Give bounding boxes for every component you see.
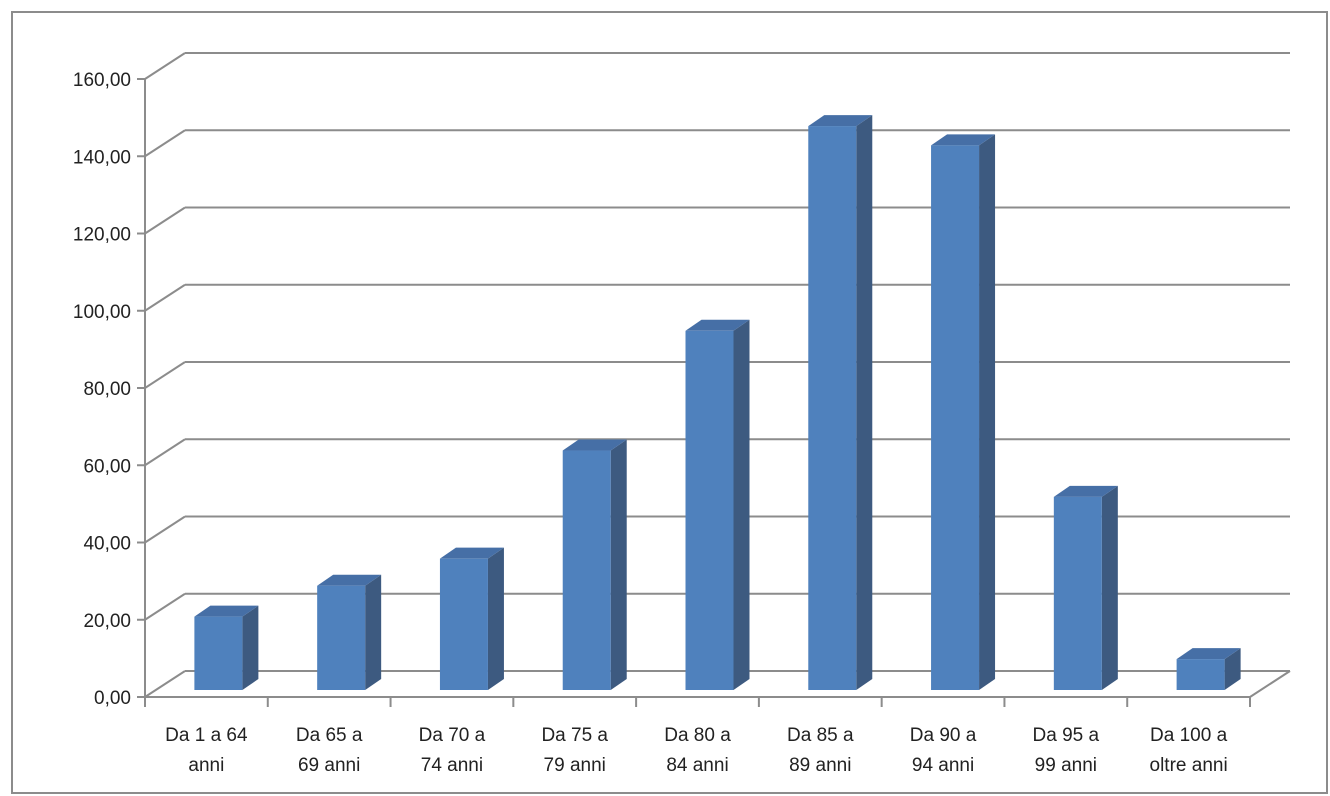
bar-front	[194, 616, 243, 690]
bar-side	[1101, 485, 1118, 690]
bar-front	[562, 450, 611, 690]
bar-top	[317, 574, 382, 586]
gridline-diagonal	[144, 129, 186, 158]
bar-front	[931, 145, 980, 690]
bar	[194, 605, 259, 690]
bar-top	[808, 115, 873, 127]
y-tick-label: 100,00	[73, 302, 131, 323]
y-tick-label: 20,00	[83, 611, 131, 632]
bar-side	[1224, 648, 1241, 690]
bar-front	[685, 330, 734, 690]
bar-top	[562, 439, 627, 451]
bar	[439, 547, 504, 690]
bar-front	[1053, 496, 1102, 690]
gridline-diagonal	[144, 52, 186, 80]
bar	[562, 439, 627, 690]
bars	[194, 115, 1241, 690]
x-tick-label: Da 85 a 89 anni	[787, 725, 854, 776]
bar-front	[439, 558, 488, 690]
bar-front	[317, 585, 366, 690]
bar-side	[856, 115, 873, 690]
x-tick-label: Da 100 a oltre anni	[1150, 725, 1228, 776]
gridline-diagonal	[144, 438, 186, 467]
bar-side	[979, 134, 996, 690]
bar-front	[1176, 659, 1225, 690]
gridline-diagonal	[144, 283, 186, 312]
y-tick-label: 40,00	[83, 534, 131, 555]
gridline-diagonal	[144, 592, 186, 621]
x-tick-label: Da 65 a 69 anni	[296, 725, 363, 776]
bar-top	[1053, 485, 1118, 497]
x-tick-label: Da 95 a 99 anni	[1033, 725, 1100, 776]
bar	[317, 574, 382, 690]
x-tick-label: Da 75 a 79 anni	[541, 725, 608, 776]
labels: 0,00 20,00 40,00 60,00 80,00 100,00 120,00 140,…	[73, 70, 1228, 776]
gridline-diagonal	[144, 361, 186, 389]
y-tick-label: 120,00	[73, 225, 131, 246]
bar	[685, 319, 750, 690]
y-tick-label: 160,00	[73, 70, 131, 91]
bar-side	[487, 547, 504, 690]
y-tick-label: 60,00	[83, 456, 131, 477]
bar	[1176, 648, 1241, 690]
bar-top	[194, 605, 259, 617]
x-tick-label: Da 70 a 74 anni	[419, 725, 486, 776]
x-tick-label: Da 80 a 84 anni	[664, 725, 731, 776]
y-tick-label: 80,00	[83, 379, 131, 400]
bar	[931, 134, 996, 690]
bar-side	[610, 439, 627, 690]
gridline-diagonal	[144, 206, 186, 235]
bar-top	[685, 319, 750, 331]
x-tick-label: Da 1 a 64 anni	[165, 725, 248, 776]
bar	[1053, 485, 1118, 690]
bar-top	[1176, 648, 1241, 660]
x-tick-label: Da 90 a 94 anni	[910, 725, 977, 776]
bar-top	[439, 547, 504, 559]
gridline-diagonal	[144, 670, 186, 698]
bar-side	[242, 605, 259, 690]
gridline-diagonal	[144, 515, 186, 544]
floor-edge	[1249, 670, 1291, 698]
bar-front	[808, 126, 857, 690]
bar-top	[931, 134, 996, 146]
bar-side	[733, 319, 750, 690]
y-tick-label: 140,00	[73, 147, 131, 168]
y-tick-label: 0,00	[94, 688, 131, 709]
axes	[137, 78, 1291, 707]
bar-side	[365, 574, 382, 690]
bar	[808, 115, 873, 690]
